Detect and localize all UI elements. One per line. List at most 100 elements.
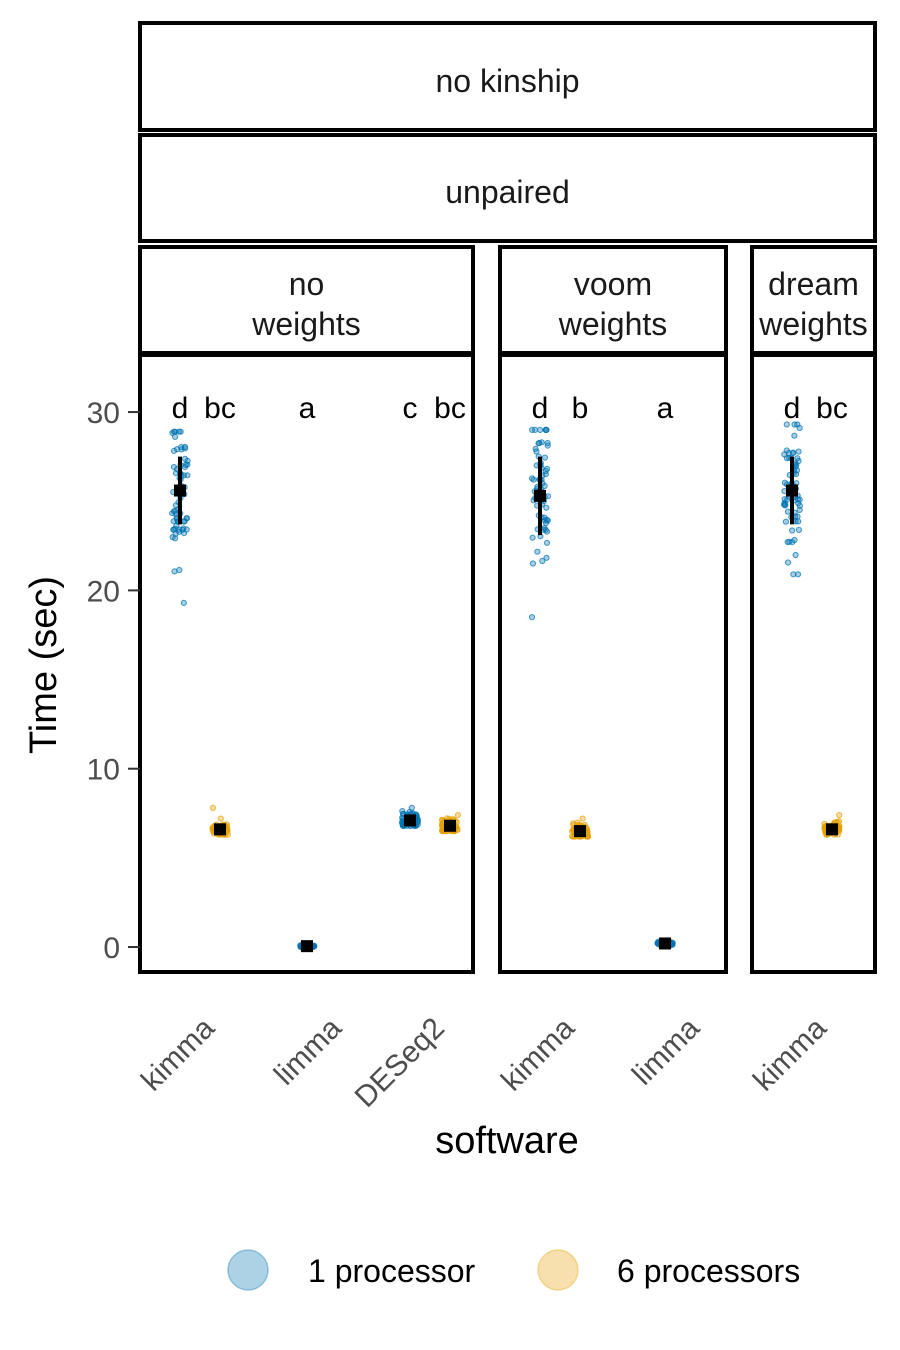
panel-border — [498, 353, 728, 974]
data-point — [794, 455, 801, 462]
mean-marker — [214, 823, 226, 836]
y-axis-title: Time (sec) — [23, 576, 65, 754]
legend-label: 6 processors — [617, 1253, 800, 1289]
legend-label: 1 processor — [308, 1253, 476, 1289]
data-point — [783, 455, 791, 462]
data-point — [176, 566, 183, 574]
mean-marker — [659, 937, 671, 950]
data-point — [530, 476, 537, 483]
data-point — [792, 551, 799, 559]
data-point — [183, 526, 190, 533]
facet-panel: voom weights d b a — [498, 245, 728, 974]
strip-label-second: unpaired — [445, 174, 570, 210]
data-point — [796, 424, 803, 432]
data-point — [794, 571, 802, 578]
strip-box-second — [138, 133, 877, 243]
legend-key — [227, 1249, 269, 1291]
data-point — [172, 433, 179, 440]
data-point — [529, 560, 537, 567]
mean-marker — [444, 819, 456, 832]
data-point — [171, 428, 178, 435]
legend-key — [537, 1249, 579, 1291]
data-point — [454, 812, 461, 819]
strip-box — [750, 245, 877, 355]
x-tick-label: kimma — [135, 1011, 221, 1097]
data-point — [178, 444, 185, 451]
mean-marker — [574, 825, 586, 838]
data-point — [537, 426, 544, 433]
strip-label-top: no kinship — [435, 63, 579, 99]
data-point — [784, 508, 792, 515]
data-point — [794, 513, 801, 520]
data-point — [170, 518, 177, 525]
y-tick-label: 10 — [87, 754, 120, 787]
data-point — [528, 614, 536, 621]
data-point — [543, 504, 550, 511]
strip-label: voom — [574, 266, 652, 302]
panel-border — [138, 353, 475, 974]
strip-label: no — [289, 266, 325, 302]
data-point — [781, 496, 788, 503]
y-tick-label: 0 — [103, 932, 120, 965]
data-point — [791, 432, 798, 439]
significance-label: a — [299, 392, 316, 425]
significance-label: d — [784, 392, 801, 425]
data-point — [170, 526, 177, 533]
data-point — [544, 442, 551, 449]
y-axis: 0 10 20 30 — [87, 397, 140, 965]
data-point — [795, 500, 802, 507]
data-point — [529, 534, 536, 541]
data-point — [783, 421, 790, 428]
data-point — [169, 510, 176, 517]
significance-label: bc — [434, 392, 466, 425]
facet-panel: dream weights d bc — [750, 245, 877, 974]
data-point — [184, 472, 191, 479]
data-point — [790, 449, 797, 456]
mean-marker — [534, 489, 546, 502]
data-point — [183, 515, 191, 522]
facet-strips: no kinship unpaired — [138, 21, 877, 243]
data-point — [791, 421, 798, 428]
x-tick-label: kimma — [495, 1011, 581, 1097]
data-point — [793, 461, 800, 469]
strip-label: weights — [558, 306, 668, 342]
mean-marker — [786, 484, 798, 497]
mean-marker — [301, 940, 313, 953]
significance-label: a — [657, 392, 674, 425]
data-point — [541, 514, 548, 521]
data-point — [170, 464, 178, 471]
legend: 1 processor 6 processors — [227, 1249, 800, 1291]
y-tick-label: 20 — [87, 575, 120, 608]
data-point — [170, 447, 178, 454]
significance-label: c — [403, 392, 418, 425]
data-point — [175, 526, 182, 533]
data-point — [541, 525, 548, 532]
data-point — [538, 439, 545, 446]
data-point — [217, 815, 224, 822]
mean-marker — [826, 823, 838, 836]
significance-label: b — [572, 392, 589, 425]
data-point — [783, 447, 790, 454]
data-point — [543, 539, 551, 546]
x-axis-title: software — [435, 1120, 579, 1162]
data-point — [533, 448, 540, 455]
strip-box-top — [138, 21, 877, 132]
data-point — [534, 548, 541, 555]
x-tick-label: kimma — [747, 1011, 833, 1097]
data-point — [169, 534, 176, 541]
data-point — [544, 465, 551, 472]
data-point — [541, 454, 549, 461]
significance-label: d — [532, 392, 549, 425]
data-point — [836, 812, 843, 819]
data-point — [785, 559, 792, 566]
data-point — [209, 804, 216, 812]
y-tick-label: 30 — [87, 397, 120, 430]
data-point — [542, 471, 549, 478]
x-tick-label: DESeq2 — [349, 1012, 451, 1114]
significance-label: bc — [204, 392, 236, 425]
data-point — [789, 527, 796, 534]
strip-label: weights — [758, 306, 868, 342]
